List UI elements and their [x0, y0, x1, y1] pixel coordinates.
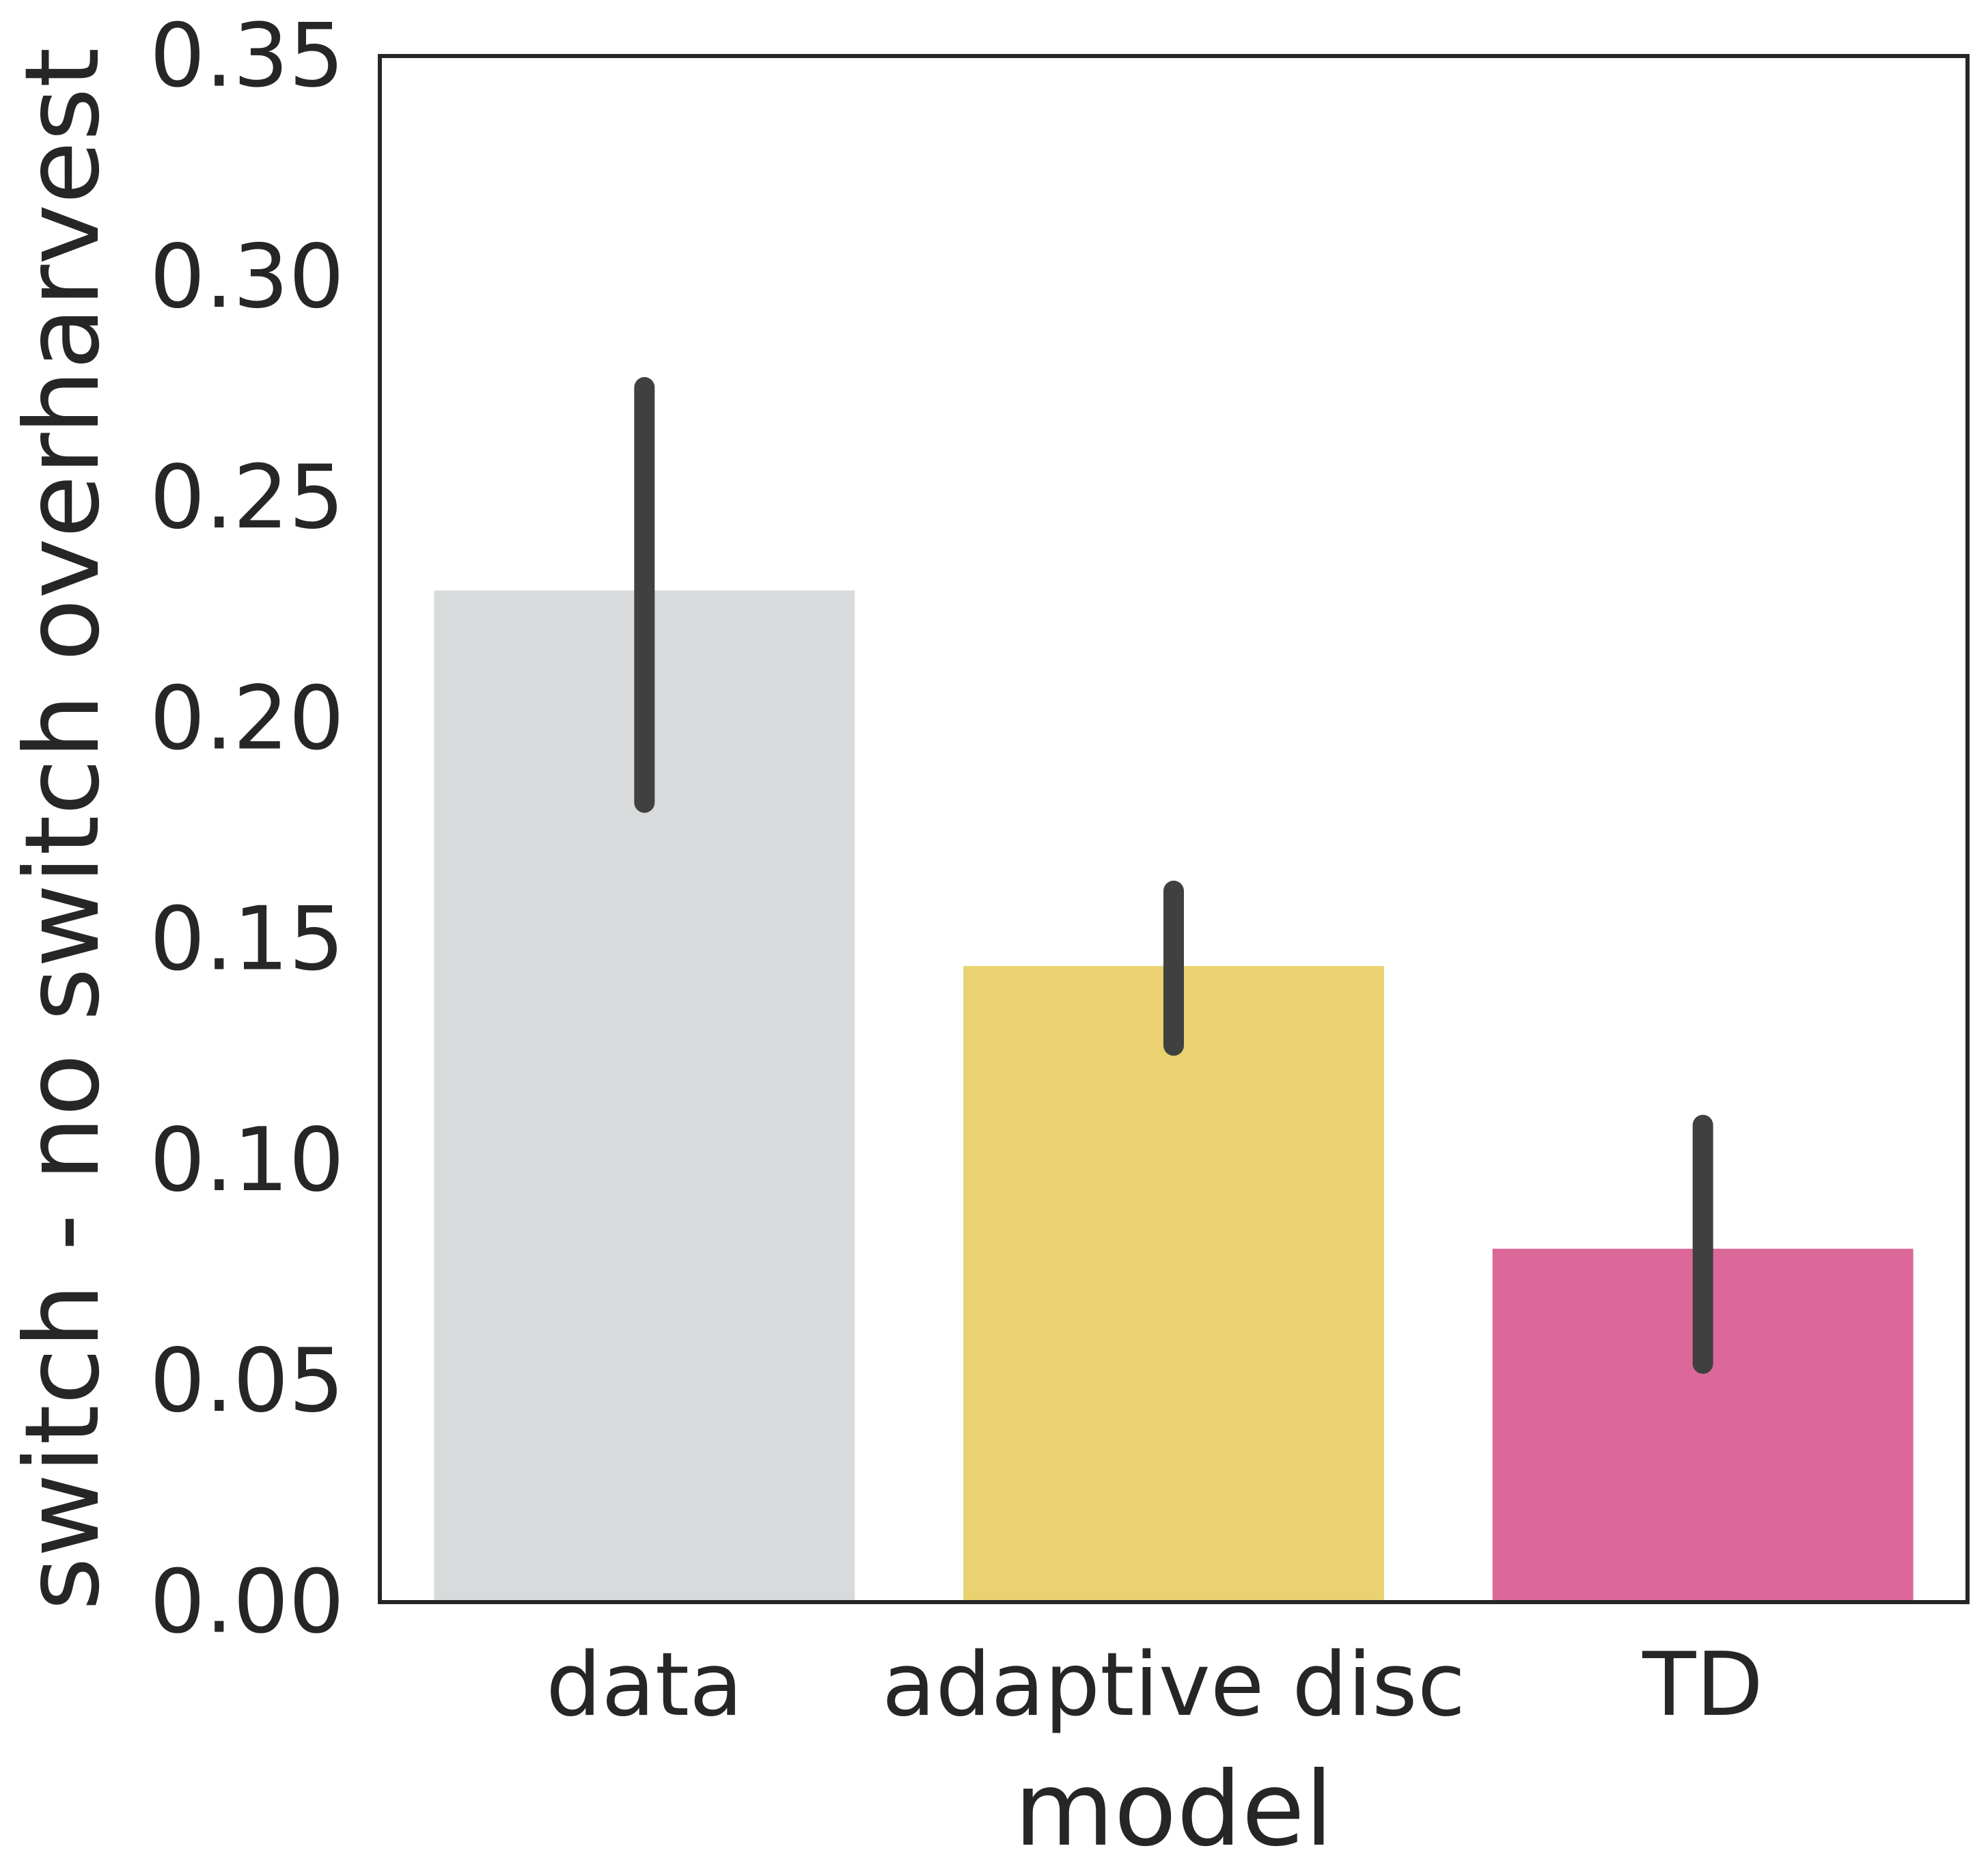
y-tick-label: 0.15: [150, 889, 344, 991]
x-tick-label: TD: [1642, 1634, 1763, 1736]
x-tick-label: data: [546, 1634, 743, 1736]
plot-frame: [378, 54, 1970, 1604]
y-tick-label: 0.00: [150, 1552, 344, 1653]
x-tick-label: adaptive disc: [882, 1634, 1465, 1736]
y-tick-label: 0.05: [150, 1330, 344, 1432]
y-axis-label: switch - no switch overharvest: [3, 48, 122, 1611]
y-tick-label: 0.10: [150, 1110, 344, 1211]
error-bars-layer: [634, 376, 1713, 1374]
bar-adaptive-disc: [963, 965, 1384, 1602]
y-tick-labels: 0.00 0.05 0.10 0.15 0.20 0.25 0.30 0.35: [150, 5, 344, 1653]
y-tick-label: 0.35: [150, 5, 344, 107]
x-tick-labels: data adaptive disc TD: [546, 1634, 1763, 1736]
y-tick-label: 0.30: [150, 226, 344, 328]
y-tick-label: 0.20: [150, 667, 344, 769]
y-tick-label: 0.25: [150, 447, 344, 549]
x-axis-label: model: [1014, 1750, 1333, 1859]
bars-layer: [434, 590, 1914, 1602]
